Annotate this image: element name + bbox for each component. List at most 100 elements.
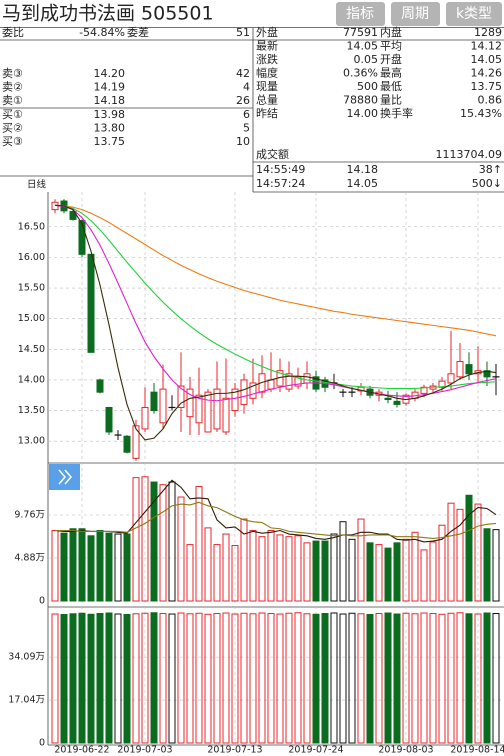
- quote-text: 38↑: [479, 163, 502, 176]
- candle-body: [447, 373, 455, 384]
- open-interest-bar: [258, 612, 266, 744]
- button-label[interactable]: 周期: [401, 6, 429, 22]
- quote-text: 500: [357, 80, 378, 93]
- quote-text: 51: [236, 26, 250, 39]
- open-interest-bar: [348, 612, 356, 744]
- candle-body: [159, 388, 167, 424]
- quote-text: 15.43%: [460, 107, 502, 120]
- open-interest-bar: [132, 613, 140, 744]
- open-interest-bar: [465, 613, 473, 744]
- volume-bar: [114, 533, 122, 602]
- open-interest-bar: [204, 613, 212, 744]
- open-interest-bar: [159, 613, 167, 744]
- y-tick-label: 0: [39, 738, 45, 749]
- volume-bar: [483, 528, 491, 602]
- x-tick-label: 2019-08-03: [378, 745, 433, 756]
- expand-icon[interactable]: [58, 469, 66, 485]
- candle-body: [465, 364, 473, 375]
- open-interest-bar: [411, 613, 419, 744]
- volume-bar: [78, 528, 86, 602]
- y-tick-label: 16.00: [18, 252, 45, 263]
- candle-body: [438, 380, 446, 388]
- candle-body: [213, 388, 221, 430]
- x-tick-label: 2019-06-22: [54, 745, 109, 756]
- volume-bar: [186, 544, 194, 602]
- chart-label: 日线: [27, 179, 47, 191]
- quote-text: 总量: [256, 93, 278, 107]
- expand-icon[interactable]: [64, 469, 72, 485]
- open-interest-bar: [303, 613, 311, 744]
- volume-bar: [339, 521, 347, 602]
- open-interest-bar: [483, 612, 491, 744]
- quote-text: 昨结: [256, 107, 278, 120]
- open-interest-bar: [357, 613, 365, 744]
- open-interest-bar: [456, 612, 464, 744]
- open-interest-bar: [168, 613, 176, 744]
- ma-line: [54, 204, 497, 337]
- open-interest-bar: [321, 613, 329, 744]
- ma-line: [54, 204, 497, 390]
- candle-body: [222, 397, 230, 433]
- candle-body: [249, 382, 257, 399]
- candle-body: [294, 376, 302, 387]
- candle-body: [258, 373, 266, 393]
- candle-body: [393, 400, 401, 405]
- volume-bar: [393, 542, 401, 602]
- button-label[interactable]: k类型: [456, 6, 492, 22]
- y-tick-label: 34.09万: [8, 652, 45, 663]
- open-interest-bar: [276, 613, 284, 744]
- candle-body: [483, 370, 491, 378]
- quote-text: 13.98: [94, 108, 126, 121]
- open-interest-bar: [177, 612, 185, 744]
- quote-text: 14.20: [94, 67, 126, 80]
- candle-body: [78, 220, 86, 255]
- quote-text: 现量: [256, 80, 278, 93]
- open-interest-bar: [213, 613, 221, 744]
- x-tick-label: 2019-07-13: [207, 745, 262, 756]
- volume-bar: [321, 540, 329, 602]
- volume-bar: [456, 508, 464, 602]
- y-tick-label: 14.50: [18, 344, 45, 355]
- volume-bar: [312, 540, 320, 602]
- candle-body: [132, 425, 140, 459]
- quote-text: 0.86: [478, 94, 503, 107]
- volume-bar: [150, 481, 158, 602]
- volume-bar: [258, 536, 266, 602]
- candle-body: [195, 394, 203, 424]
- candle-body: [69, 210, 77, 220]
- button[interactable]: [446, 2, 502, 26]
- open-interest-bar: [240, 612, 248, 744]
- ma-line: [54, 204, 497, 441]
- volume-bar: [366, 542, 374, 602]
- quote-text: 78880: [343, 94, 378, 107]
- volume-bar: [249, 530, 257, 602]
- quote-text: 最新: [256, 39, 278, 53]
- volume-bar: [384, 547, 392, 602]
- quote-text: 卖①: [2, 94, 23, 107]
- button-label[interactable]: 指标: [346, 6, 374, 22]
- quote-text: 1113704.09: [436, 148, 502, 161]
- volume-bar: [465, 494, 473, 602]
- quote-text: 内盘: [380, 25, 402, 39]
- quote-text: 买②: [2, 122, 23, 135]
- open-interest-bar: [222, 612, 230, 744]
- open-interest-bar: [105, 612, 113, 744]
- candle-body: [420, 386, 428, 394]
- open-interest-bar: [447, 612, 455, 744]
- quote-text: 14.00: [347, 107, 379, 120]
- open-interest-bar: [96, 613, 104, 744]
- volume-bar: [447, 502, 455, 602]
- quote-text: 委差: [127, 25, 149, 39]
- button[interactable]: [336, 2, 385, 26]
- button[interactable]: [391, 2, 440, 26]
- candle-body: [141, 406, 149, 430]
- quote-text: 量比: [380, 94, 402, 107]
- volume-bar: [177, 496, 185, 602]
- quote-text: 委比: [2, 26, 24, 39]
- quote-text: 14.18: [347, 163, 379, 176]
- title: 马到成功书法画 505501: [2, 3, 214, 25]
- quote-text: 500↓: [472, 177, 502, 190]
- candle-body: [186, 388, 194, 418]
- y-tick-label: 15.00: [18, 313, 45, 324]
- candle-body: [204, 391, 212, 433]
